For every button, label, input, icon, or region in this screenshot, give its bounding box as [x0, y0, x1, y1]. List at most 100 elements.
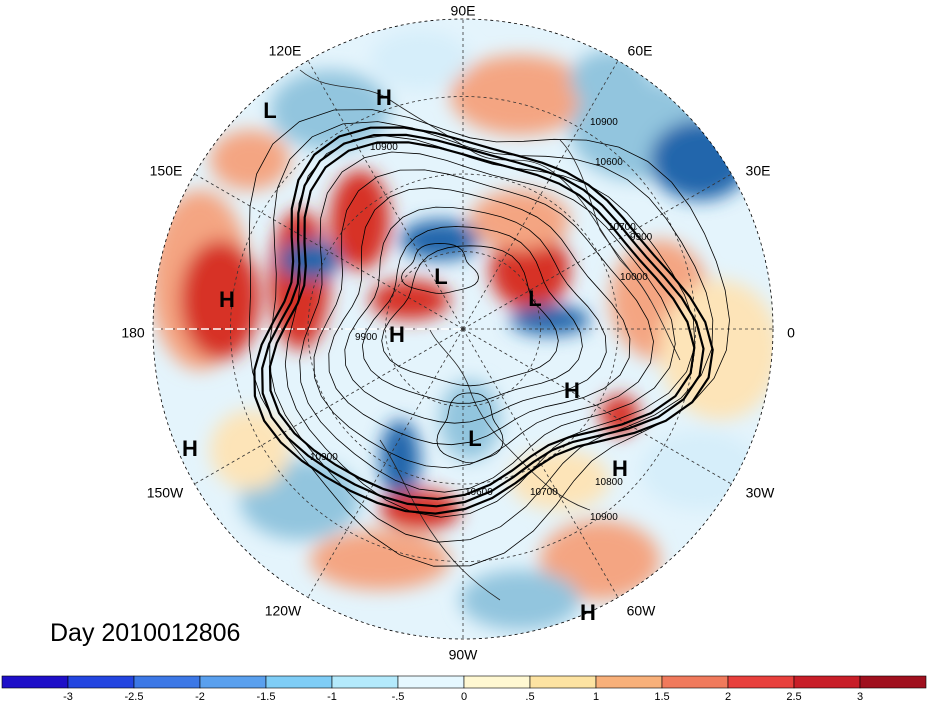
height-contour — [328, 187, 631, 446]
colorbar-segment — [133, 675, 201, 689]
anomaly-blob — [370, 30, 470, 90]
anomaly-blob — [280, 240, 340, 280]
anomaly-blob — [210, 410, 290, 490]
longitude-label: 180 — [121, 325, 145, 341]
jet-contour — [268, 141, 696, 501]
longitude-label: 90W — [449, 647, 479, 663]
colorbar-tick-label: 1 — [593, 691, 599, 702]
height-contours — [248, 109, 730, 567]
colorbar: -3 -2.5 -2 -1.5 -1 -.5 0 .5 1 1.5 2 2.5 3 — [1, 675, 927, 702]
height-contour — [248, 109, 730, 567]
anomaly-blob — [510, 450, 610, 510]
high-pressure-marker: H — [182, 436, 198, 461]
longitude-label: 30E — [746, 163, 771, 179]
latitude-circle — [230, 96, 696, 562]
high-pressure-marker: H — [580, 600, 596, 625]
contour-label: 10900 — [590, 512, 618, 523]
colorbar-segment — [529, 675, 597, 689]
low-pressure-marker: L — [434, 264, 447, 289]
high-pressure-marker: H — [564, 378, 580, 403]
colorbar-segment — [859, 675, 927, 689]
colorbar-tick-label: -.5 — [392, 691, 405, 702]
anomaly-blob — [540, 520, 660, 600]
anomaly-blob — [310, 530, 450, 590]
colorbar-segment — [265, 675, 333, 689]
longitude-label: 60E — [628, 43, 653, 59]
anomaly-blob — [570, 50, 650, 110]
low-contour — [400, 243, 480, 294]
colorbar-segment — [67, 675, 135, 689]
anomaly-blob — [380, 490, 460, 530]
anomaly-blob — [650, 120, 750, 200]
contour-label: 10600 — [595, 157, 623, 168]
anomaly-blob — [460, 570, 580, 630]
colorbar-tick-label: 1.5 — [654, 691, 669, 702]
jet-contour — [261, 133, 705, 508]
contour-label-group: 10900 10600 10700 10900 9900 10900 10600 10700 1… — [310, 117, 653, 523]
contour-label: 10900 — [310, 452, 338, 463]
longitude-label: 90E — [451, 3, 476, 19]
colorbar-segment — [397, 675, 465, 689]
colorbar-segment — [463, 675, 531, 689]
colorbar-tick-label: .5 — [525, 691, 534, 702]
low-contour — [436, 392, 504, 464]
longitude-label: 120E — [269, 43, 302, 59]
height-contour — [284, 135, 696, 518]
anomaly-blob — [330, 170, 390, 270]
longitude-labels: 90E 60E 30E 0 30W 60W 90W 120W 150W 180 150E 120E — [121, 3, 795, 663]
contour-label: 10900 — [590, 117, 618, 128]
low-pressure-marker: L — [528, 286, 541, 311]
colorbar-tick-label: 0 — [461, 691, 467, 702]
meridian-line — [462, 328, 619, 598]
colorbar-tick-label: 2 — [725, 691, 731, 702]
anomaly-blob — [660, 280, 773, 420]
colorbar-segment — [793, 675, 861, 689]
height-contour — [313, 169, 654, 469]
anomaly-blob — [400, 220, 480, 260]
meridian-line — [307, 328, 464, 598]
colorbar-segment — [1, 675, 69, 689]
longitude-label: 0 — [787, 325, 795, 341]
colorbar-segment — [661, 675, 729, 689]
meridian-line — [462, 173, 732, 330]
low-pressure-marker: L — [468, 426, 481, 451]
height-contour — [269, 121, 714, 543]
contour-label: 10700 — [608, 222, 636, 233]
high-pressure-marker: H — [219, 287, 235, 312]
longitude-label: 60W — [627, 603, 657, 619]
high-pressure-marker: H — [376, 85, 392, 110]
contour-label: 10000 — [620, 272, 648, 283]
jet-contour — [253, 126, 714, 515]
meridian-line — [194, 173, 464, 330]
high-pressure-marker: H — [612, 456, 628, 481]
contour-label: 9900 — [630, 232, 653, 243]
low-pressure-marker: L — [263, 98, 276, 123]
height-contour — [344, 206, 607, 424]
colorbar-segment — [199, 675, 267, 689]
anomaly-blob — [380, 420, 420, 500]
height-contour — [381, 245, 559, 387]
anomaly-field — [153, 19, 773, 639]
pressure-centers: L H H L L H H L H H H — [182, 85, 628, 625]
colorbar-tick-label: -2 — [195, 691, 205, 702]
colorbar-segment — [595, 675, 663, 689]
longitude-label: 150W — [147, 485, 184, 501]
anomaly-blob — [470, 190, 570, 250]
anomaly-blob — [180, 240, 260, 360]
longitude-label: 30W — [746, 485, 776, 501]
anomaly-blob — [640, 430, 760, 510]
anomaly-blob — [210, 130, 290, 190]
contour-label: 10700 — [530, 487, 558, 498]
contour-label: 10600 — [465, 487, 493, 498]
latitude-circle — [385, 251, 541, 407]
colorbar-tick-label: 3 — [857, 691, 863, 702]
anomaly-blob — [450, 55, 590, 135]
longitude-label: 150E — [150, 163, 183, 179]
colorbar-tick-label: -1 — [327, 691, 337, 702]
colorbar-tick-label: 2.5 — [786, 691, 801, 702]
contour-label: 10800 — [595, 477, 623, 488]
meridian-line — [307, 60, 464, 330]
meridian-line — [462, 60, 619, 330]
colorbar-segment — [331, 675, 399, 689]
height-contour — [361, 226, 583, 404]
